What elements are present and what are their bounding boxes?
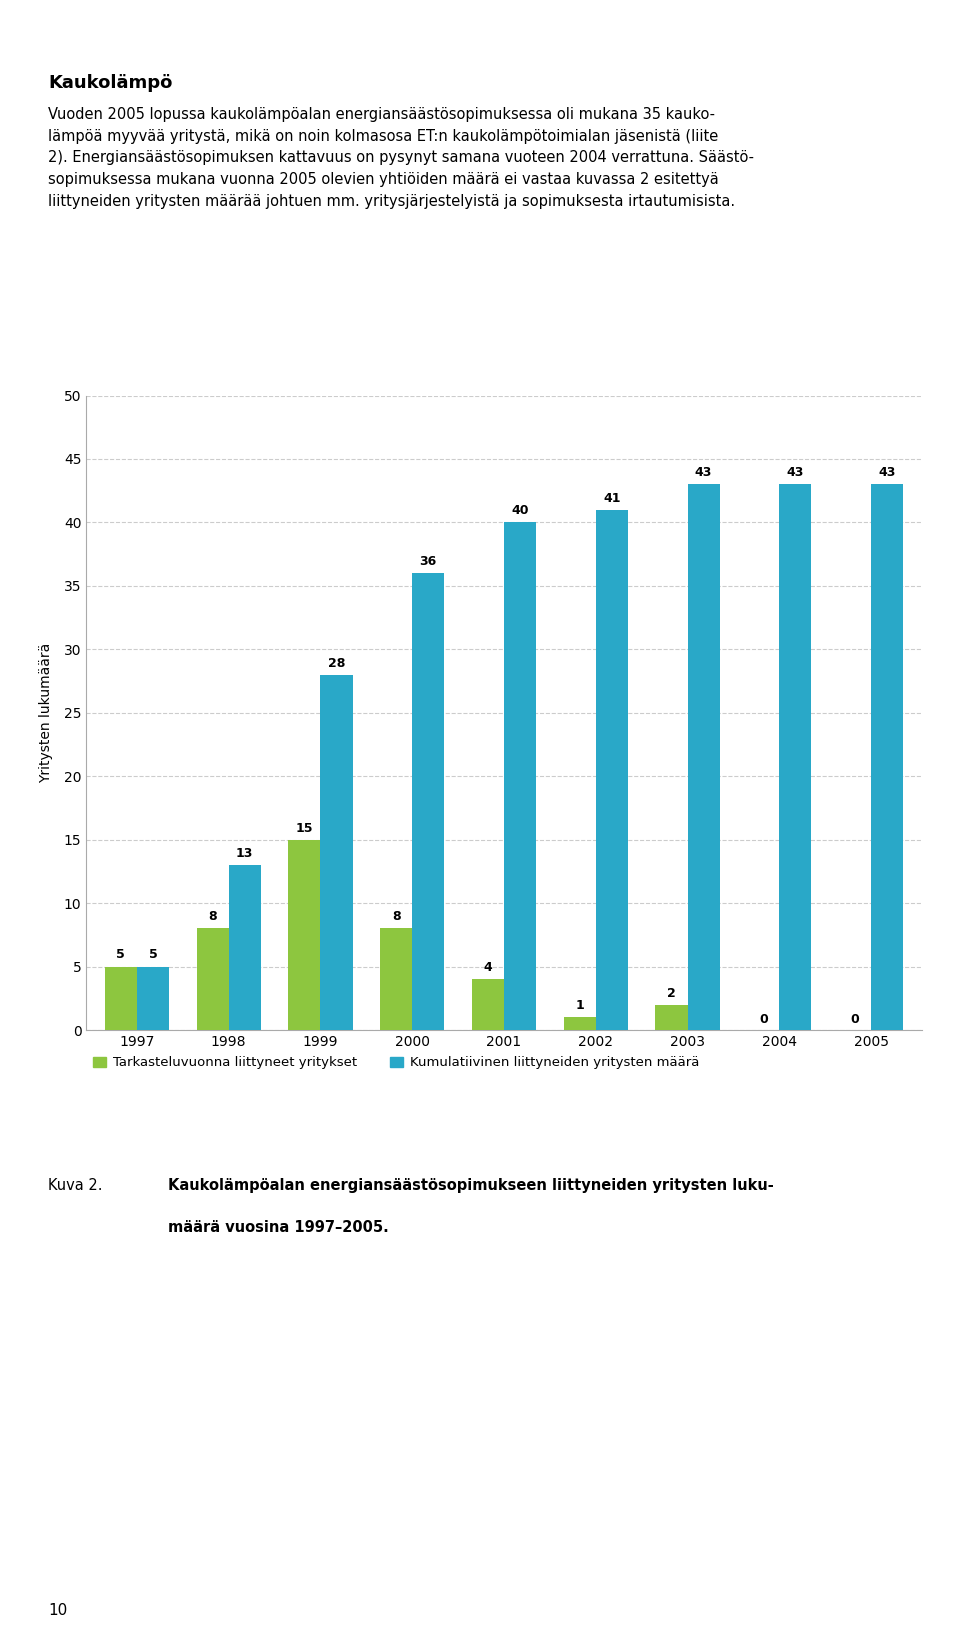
Text: 1: 1 bbox=[575, 999, 584, 1012]
Text: 40: 40 bbox=[512, 504, 529, 517]
Y-axis label: Yritysten lukumäärä: Yritysten lukumäärä bbox=[38, 643, 53, 783]
Bar bbox=[596, 509, 628, 1030]
Bar bbox=[656, 1005, 687, 1030]
Text: 41: 41 bbox=[603, 491, 620, 504]
Text: 0: 0 bbox=[759, 1014, 768, 1027]
Text: 43: 43 bbox=[695, 466, 712, 480]
Bar bbox=[288, 840, 321, 1030]
Text: 15: 15 bbox=[296, 822, 313, 834]
Text: 43: 43 bbox=[878, 466, 896, 480]
Bar bbox=[412, 574, 444, 1030]
Text: 4: 4 bbox=[484, 961, 492, 974]
Text: 36: 36 bbox=[420, 555, 437, 569]
Bar bbox=[504, 522, 536, 1030]
Bar bbox=[321, 674, 352, 1030]
Text: 8: 8 bbox=[208, 910, 217, 923]
Text: 0: 0 bbox=[851, 1014, 859, 1027]
Bar bbox=[687, 485, 720, 1030]
Text: 5: 5 bbox=[116, 949, 125, 961]
Bar bbox=[105, 966, 137, 1030]
Bar bbox=[780, 485, 811, 1030]
Text: Kuva 2.: Kuva 2. bbox=[48, 1178, 103, 1193]
Text: Kaukolämpö: Kaukolämpö bbox=[48, 74, 173, 92]
Bar bbox=[472, 979, 504, 1030]
Text: 13: 13 bbox=[236, 847, 253, 860]
Bar bbox=[380, 928, 412, 1030]
Bar bbox=[871, 485, 903, 1030]
Text: 28: 28 bbox=[327, 656, 346, 669]
Bar bbox=[228, 865, 261, 1030]
Text: 2: 2 bbox=[667, 987, 676, 1000]
Bar bbox=[137, 966, 169, 1030]
Bar bbox=[197, 928, 228, 1030]
Text: 43: 43 bbox=[786, 466, 804, 480]
Text: Kaukolämpöalan energiansäästösopimukseen liittyneiden yritysten luku-

määrä vuo: Kaukolämpöalan energiansäästösopimukseen… bbox=[168, 1178, 774, 1236]
Text: 8: 8 bbox=[392, 910, 400, 923]
Legend: Tarkasteluvuonna liittyneet yritykset, Kumulatiivinen liittyneiden yritysten mää: Tarkasteluvuonna liittyneet yritykset, K… bbox=[93, 1056, 699, 1070]
Text: 5: 5 bbox=[149, 949, 157, 961]
Text: Vuoden 2005 lopussa kaukolämpöalan energiansäästösopimuksessa oli mukana 35 kauk: Vuoden 2005 lopussa kaukolämpöalan energ… bbox=[48, 107, 754, 209]
Text: 10: 10 bbox=[48, 1604, 67, 1618]
Bar bbox=[564, 1017, 596, 1030]
